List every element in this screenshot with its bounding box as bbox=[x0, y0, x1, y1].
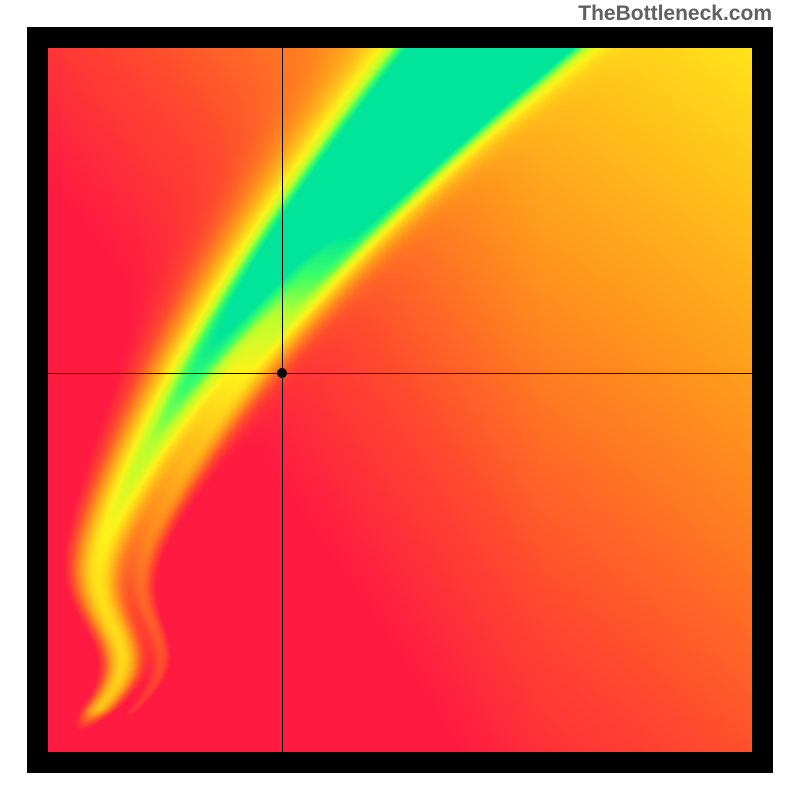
crosshair-horizontal bbox=[48, 373, 752, 374]
crosshair-vertical bbox=[282, 48, 283, 752]
crosshair-point bbox=[277, 368, 287, 378]
heatmap-canvas bbox=[48, 48, 752, 752]
plot-area bbox=[48, 48, 752, 752]
plot-frame bbox=[27, 27, 773, 773]
watermark-text: TheBottleneck.com bbox=[578, 2, 772, 26]
